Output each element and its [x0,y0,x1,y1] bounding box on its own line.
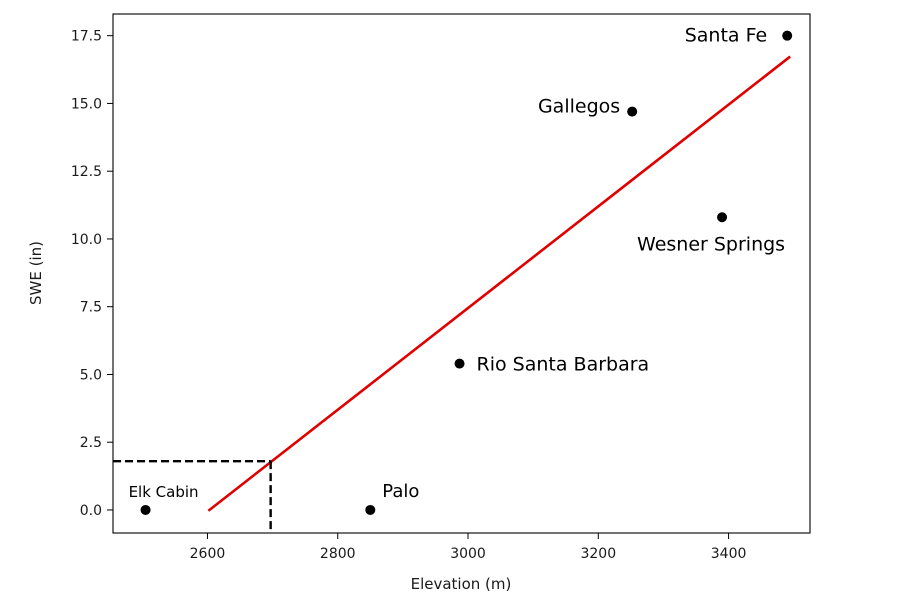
y-tick-label: 7.5 [80,300,102,316]
trend-line [207,55,791,512]
x-axis-label: Elevation (m) [411,575,512,593]
data-point [365,504,376,515]
plot-frame [112,13,811,534]
x-axis-ticks: 2600 2800 3000 3200 3400 [190,533,747,562]
y-tick-label: 12.5 [71,164,102,180]
points-layer [140,30,793,515]
point-label: Gallegos [538,96,620,118]
point-label: Santa Fe [685,25,767,47]
y-tick-label: 15.0 [71,96,102,112]
plot-background [113,14,810,533]
trend-line-layer [207,55,791,512]
data-point [782,30,793,41]
data-point [717,212,728,223]
y-tick-label: 10.0 [71,232,102,248]
x-tick-label: 3200 [580,546,616,562]
point-label: Rio Santa Barbara [477,354,650,376]
x-tick-label: 3400 [711,546,747,562]
point-labels-layer: Elk Cabin Palo Rio Santa Barbara Wesner Spr… [129,25,786,502]
point-label: Wesner Springs [637,233,785,255]
y-tick-label: 17.5 [71,29,102,45]
x-tick-label: 2600 [190,546,226,562]
point-label: Elk Cabin [129,483,199,501]
x-tick-label: 2800 [320,546,356,562]
point-label: Palo [382,481,419,502]
y-tick-label: 2.5 [80,435,102,451]
x-tick-label: 3000 [450,546,486,562]
data-point [454,358,465,369]
data-point [627,106,638,117]
reference-lines-layer [113,459,272,533]
y-tick-label: 0.0 [80,503,102,519]
y-axis-ticks: 0.0 2.5 5.0 7.5 10.0 12.5 15.0 17.5 [71,29,113,519]
data-point [140,504,151,515]
y-tick-label: 5.0 [80,367,102,383]
y-axis-label: SWE (in) [27,241,45,305]
